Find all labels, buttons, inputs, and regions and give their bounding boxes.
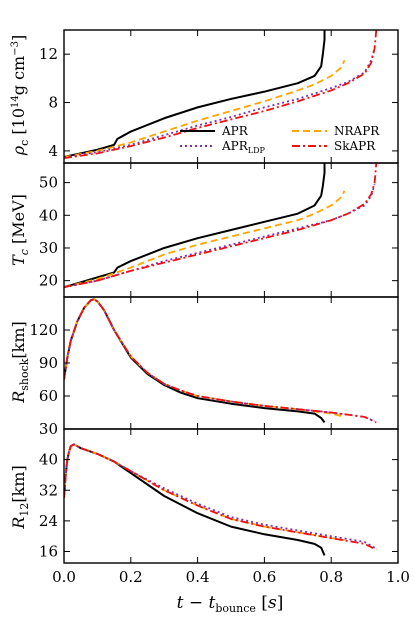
ylabel-shock-radius: Rshock[km] xyxy=(9,321,31,404)
series-apr-line xyxy=(64,30,326,158)
svg-text:R12[km]: R12[km] xyxy=(9,465,31,529)
legend-label-apr: APR xyxy=(221,124,249,138)
panel-frame xyxy=(63,428,399,564)
y-tick-label: 24 xyxy=(39,512,58,530)
y-tick-label: 50 xyxy=(39,174,58,192)
y-tick-label: 20 xyxy=(39,272,58,290)
panel-frame xyxy=(63,296,399,430)
panel-r12: 16 24 32 40 0.0 0.2 0.4 0.6 0.8 1.0 xyxy=(39,428,410,586)
svg-text:Tc [MeV]: Tc [MeV] xyxy=(9,194,31,266)
series-skapr-line xyxy=(64,298,377,424)
y-tick-label: 4 xyxy=(48,142,58,160)
series-apr-ldp-line xyxy=(64,183,376,289)
x-tick-label: 0.8 xyxy=(319,568,343,586)
y-tick-label: 30 xyxy=(39,420,58,438)
ylabel-temperature: Tc [MeV] xyxy=(9,194,31,266)
svg-text:ρc [1014g cm−3]: ρc [1014g cm−3] xyxy=(9,35,31,156)
svg-text:Rshock[km]: Rshock[km] xyxy=(9,321,31,404)
x-tick-label: 0.6 xyxy=(252,568,276,586)
y-tick-label: 40 xyxy=(39,451,58,469)
y-tick-label: 90 xyxy=(39,354,58,372)
legend-label-nrapr: NRAPR xyxy=(334,124,380,138)
ylabel-density: ρc [1014g cm−3] xyxy=(9,35,31,156)
panel-temperature: 20 30 40 50 xyxy=(39,162,399,298)
y-tick-label: 12 xyxy=(39,45,58,63)
x-tick-label: 0.4 xyxy=(186,568,210,586)
series-skapr-line xyxy=(64,163,378,289)
x-tick-label: 0.2 xyxy=(119,568,143,586)
series-apr-line xyxy=(64,443,326,556)
legend-label-aprldp: APRLDP xyxy=(221,139,266,155)
series-skapr-line xyxy=(64,30,378,160)
x-tick-label: 0.0 xyxy=(52,568,76,586)
x-tick-label: 1.0 xyxy=(386,568,410,586)
xlabel: t − tbounce [s] xyxy=(177,593,284,615)
series-apr-line xyxy=(64,163,326,289)
y-tick-label: 32 xyxy=(39,481,58,499)
ylabel-r12: R12[km] xyxy=(9,465,31,529)
y-tick-label: 40 xyxy=(39,206,58,224)
panel-density: 4 8 12 xyxy=(39,29,399,164)
series-apr-ldp-line xyxy=(64,298,375,423)
y-tick-label: 60 xyxy=(39,387,58,405)
series-nrapr-line xyxy=(64,59,346,158)
series-apr-line xyxy=(64,298,326,424)
panel-shock-radius: 30 60 90 120 xyxy=(29,296,399,438)
legend: APR NRAPR APRLDP SkAPR xyxy=(180,124,380,155)
series-nrapr-line xyxy=(64,298,345,418)
legend-label-skapr: SkAPR xyxy=(334,139,376,153)
y-tick-label: 8 xyxy=(48,94,58,112)
y-tick-label: 120 xyxy=(29,321,58,339)
series-apr-ldp-line xyxy=(64,443,376,549)
y-tick-label: 30 xyxy=(39,239,58,257)
series-skapr-line xyxy=(64,443,377,551)
series-apr-ldp-line xyxy=(64,47,376,158)
series-nrapr-line xyxy=(64,190,346,289)
y-tick-label: 16 xyxy=(39,543,58,561)
